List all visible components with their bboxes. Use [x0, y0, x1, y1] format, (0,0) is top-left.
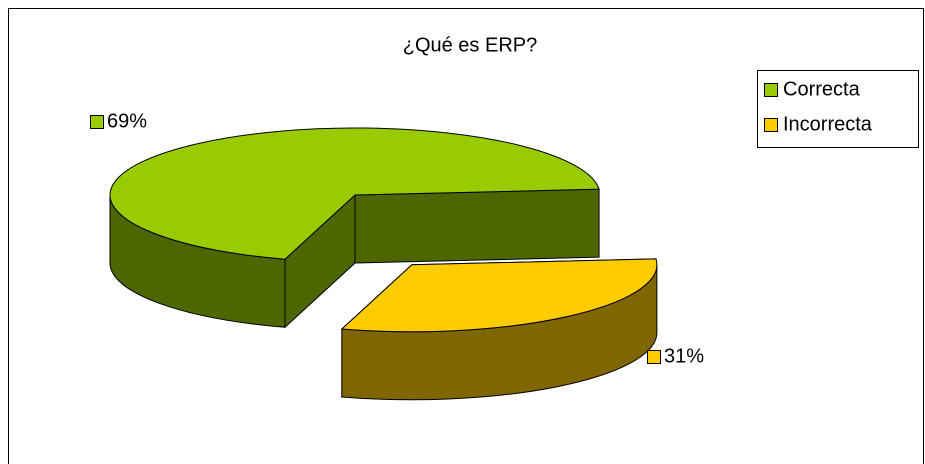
- slice-top: [340, 258, 658, 333]
- legend-key: [764, 83, 778, 97]
- data-label-key: [90, 115, 104, 129]
- data-label: 31%: [664, 345, 704, 367]
- data-label: 69%: [107, 110, 147, 132]
- slice: [340, 258, 658, 401]
- legend-label: Incorrecta: [783, 113, 873, 135]
- pie: [109, 127, 658, 401]
- data-label-key: [647, 350, 661, 364]
- slice-top: [109, 127, 600, 260]
- chart-title: ¿Qué es ERP?: [403, 34, 538, 56]
- legend-key: [764, 118, 778, 132]
- legend-label: Correcta: [783, 78, 861, 100]
- slice-cut-face: [354, 188, 600, 264]
- legend-box: [757, 70, 919, 148]
- slice: [109, 127, 600, 329]
